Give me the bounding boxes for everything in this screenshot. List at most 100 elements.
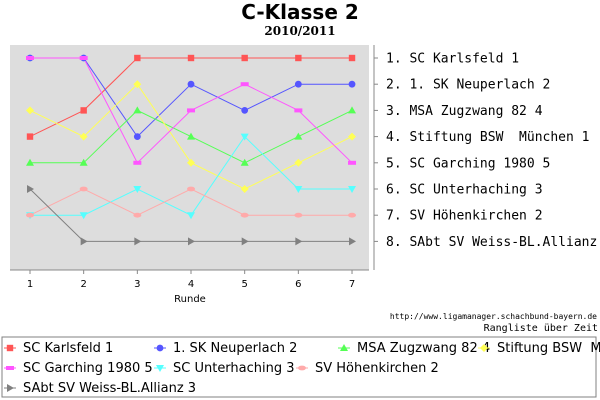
data-point-sabt-sv-weiss-bl-allianz-3-r5 xyxy=(241,237,249,246)
data-point-sc-unterhaching-3-r3 xyxy=(133,186,142,193)
legend-label-sabt-sv-weiss-bl-allianz-3: SAbt SV Weiss-BL.Allianz 3 xyxy=(23,381,196,396)
x-axis-label: Runde xyxy=(174,294,206,305)
data-point-sabt-sv-weiss-bl-allianz-3-r6 xyxy=(295,237,303,246)
data-point-stiftung-bsw-m-nchen-1-r3 xyxy=(133,80,142,89)
plot-area xyxy=(10,45,369,270)
legend-marker-msa-zugzwang-82-4 xyxy=(340,344,348,351)
chart-subtitle: 2010/2011 xyxy=(264,24,335,38)
legend-label-stiftung-bsw-m-nchen-1: Stiftung BSW München 1 xyxy=(497,341,600,356)
data-point-stiftung-bsw-m-nchen-1-r1 xyxy=(26,106,34,115)
data-point-sv-h-henkirchen-2-r7 xyxy=(348,212,357,218)
legend-label-sc-karlsfeld-1: SC Karlsfeld 1 xyxy=(23,341,113,356)
legend-label-sc-garching-1980-5: SC Garching 1980 5 xyxy=(23,361,153,376)
rank-label-1: 1. SC Karlsfeld 1 xyxy=(386,52,519,67)
data-point-stiftung-bsw-m-nchen-1-r4 xyxy=(187,158,196,167)
data-point-stiftung-bsw-m-nchen-1-r2 xyxy=(79,132,88,141)
data-point-1-sk-neuperlach-2-r4 xyxy=(187,80,195,88)
footer-note: Rangliste über Zeit xyxy=(484,323,598,334)
x-tick-label-3: 3 xyxy=(134,279,140,290)
data-point-sc-unterhaching-3-r6 xyxy=(294,186,303,193)
data-point-sc-unterhaching-3-r2 xyxy=(79,212,88,220)
data-point-stiftung-bsw-m-nchen-1-r6 xyxy=(294,158,303,167)
rank-label-6: 6. SC Unterhaching 3 xyxy=(386,183,543,198)
data-point-1-sk-neuperlach-2-r6 xyxy=(294,80,302,88)
legend-item-1-sk-neuperlach-2[interactable]: 1. SK Neuperlach 2 xyxy=(154,341,297,356)
data-point-sc-garching-1980-5-r2 xyxy=(79,56,88,60)
data-point-sc-garching-1980-5-r7 xyxy=(348,160,357,165)
data-point-1-sk-neuperlach-2-r7 xyxy=(348,80,356,88)
legend-marker-sc-unterhaching-3 xyxy=(156,365,164,372)
rank-label-7: 7. SV Höhenkirchen 2 xyxy=(386,209,543,224)
data-point-sc-unterhaching-3-r5 xyxy=(240,133,249,141)
data-point-sc-garching-1980-5-r4 xyxy=(187,108,196,113)
data-point-msa-zugzwang-82-4-r1 xyxy=(26,158,34,166)
x-tick-label-2: 2 xyxy=(80,279,86,290)
legend-item-stiftung-bsw-m-nchen-1[interactable]: Stiftung BSW München 1 xyxy=(478,341,600,356)
data-point-sc-karlsfeld-1-r1 xyxy=(26,133,34,140)
source-url[interactable]: http://www.ligamanager.schachbund-bayern… xyxy=(390,312,597,321)
data-point-sabt-sv-weiss-bl-allianz-3-r1 xyxy=(27,185,34,193)
data-point-msa-zugzwang-82-4-r6 xyxy=(294,132,303,140)
x-tick-label-4: 4 xyxy=(188,279,194,290)
data-point-msa-zugzwang-82-4-r3 xyxy=(133,106,142,114)
data-point-sabt-sv-weiss-bl-allianz-3-r3 xyxy=(134,237,142,246)
data-point-msa-zugzwang-82-4-r7 xyxy=(348,106,357,114)
legend-item-sabt-sv-weiss-bl-allianz-3[interactable]: SAbt SV Weiss-BL.Allianz 3 xyxy=(4,381,196,396)
rank-label-5: 5. SC Garching 1980 5 xyxy=(386,156,550,171)
data-point-sc-karlsfeld-1-r2 xyxy=(80,107,87,114)
rank-label-2: 2. 1. SK Neuperlach 2 xyxy=(386,78,550,93)
data-point-sc-garching-1980-5-r6 xyxy=(294,108,303,113)
data-point-stiftung-bsw-m-nchen-1-r7 xyxy=(348,132,357,141)
x-tick-label-1: 1 xyxy=(27,279,33,290)
legend-item-sc-garching-1980-5[interactable]: SC Garching 1980 5 xyxy=(4,361,153,376)
data-point-sc-karlsfeld-1-r4 xyxy=(187,54,195,62)
data-point-stiftung-bsw-m-nchen-1-r5 xyxy=(240,185,249,193)
data-point-sv-h-henkirchen-2-r3 xyxy=(133,212,142,218)
data-point-sv-h-henkirchen-2-r6 xyxy=(294,212,303,218)
x-tick-label-5: 5 xyxy=(241,279,247,290)
legend-marker-sabt-sv-weiss-bl-allianz-3 xyxy=(7,384,14,392)
legend-item-msa-zugzwang-82-4[interactable]: MSA Zugzwang 82 4 xyxy=(338,341,490,356)
legend-item-sc-karlsfeld-1[interactable]: SC Karlsfeld 1 xyxy=(4,341,113,356)
legend-label-sv-h-henkirchen-2: SV Höhenkirchen 2 xyxy=(315,361,439,376)
chart-title: C-Klasse 2 xyxy=(241,0,359,24)
rank-label-8: 8. SAbt SV Weiss-BL.Allianz 3 xyxy=(386,235,600,250)
data-point-sc-karlsfeld-1-r6 xyxy=(295,54,302,62)
data-point-sv-h-henkirchen-2-r4 xyxy=(187,186,196,192)
data-point-1-sk-neuperlach-2-r5 xyxy=(241,107,249,114)
data-point-msa-zugzwang-82-4-r5 xyxy=(240,158,249,166)
data-point-sv-h-henkirchen-2-r1 xyxy=(26,212,34,218)
data-point-msa-zugzwang-82-4-r4 xyxy=(187,132,196,140)
legend-marker-1-sk-neuperlach-2 xyxy=(156,344,164,352)
data-point-sabt-sv-weiss-bl-allianz-3-r2 xyxy=(80,237,88,246)
legend-marker-sc-karlsfeld-1 xyxy=(6,344,14,352)
data-point-sv-h-henkirchen-2-r2 xyxy=(79,186,88,192)
data-point-sc-garching-1980-5-r1 xyxy=(26,56,34,60)
rank-label-3: 3. MSA Zugzwang 82 4 xyxy=(386,104,543,119)
data-point-sabt-sv-weiss-bl-allianz-3-r4 xyxy=(188,237,196,246)
x-tick-label-6: 6 xyxy=(295,279,301,290)
rank-label-4: 4. Stiftung BSW München 1 xyxy=(386,130,590,145)
legend: SC Karlsfeld 1 1. SK Neuperlach 2 MSA Zugz… xyxy=(4,341,600,396)
data-point-sv-h-henkirchen-2-r5 xyxy=(240,212,249,218)
data-point-msa-zugzwang-82-4-r2 xyxy=(79,158,88,166)
data-point-sc-karlsfeld-1-r3 xyxy=(134,54,141,62)
data-point-sc-unterhaching-3-r7 xyxy=(348,186,357,193)
data-point-1-sk-neuperlach-2-r3 xyxy=(133,133,141,141)
legend-label-sc-unterhaching-3: SC Unterhaching 3 xyxy=(173,361,295,376)
legend-label-1-sk-neuperlach-2: 1. SK Neuperlach 2 xyxy=(173,341,297,356)
rank-axis-ticks: 1. SC Karlsfeld 1 2. 1. SK Neuperlach 2 3.… xyxy=(374,52,600,250)
legend-label-msa-zugzwang-82-4: MSA Zugzwang 82 4 xyxy=(357,341,490,356)
series-markers xyxy=(26,54,357,246)
legend-marker-stiftung-bsw-m-nchen-1 xyxy=(480,344,488,352)
legend-marker-sc-garching-1980-5 xyxy=(6,366,14,370)
data-point-sc-garching-1980-5-r3 xyxy=(133,160,142,165)
data-point-sc-karlsfeld-1-r7 xyxy=(348,54,356,62)
legend-marker-sv-h-henkirchen-2 xyxy=(298,365,306,371)
data-point-sc-garching-1980-5-r5 xyxy=(240,82,249,87)
legend-item-sc-unterhaching-3[interactable]: SC Unterhaching 3 xyxy=(154,361,295,376)
legend-item-sv-h-henkirchen-2[interactable]: SV Höhenkirchen 2 xyxy=(296,361,439,376)
x-tick-label-7: 7 xyxy=(349,279,355,290)
data-point-sc-karlsfeld-1-r5 xyxy=(241,54,248,62)
